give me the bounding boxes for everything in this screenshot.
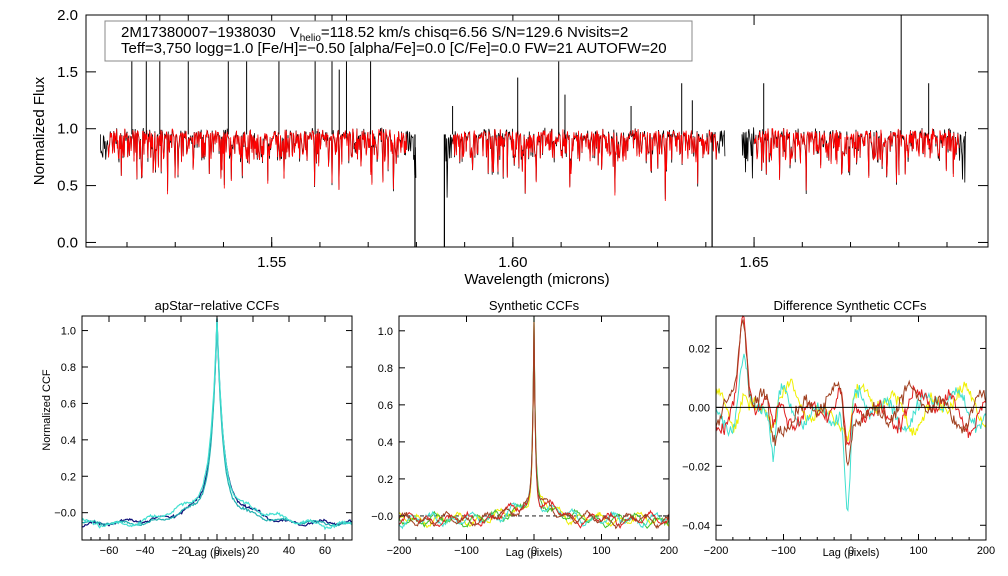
x-tick-label: 40 [283, 545, 295, 557]
x-tick-label: 200 [660, 545, 678, 557]
x-tick-label: −40 [136, 545, 155, 557]
y-tick-label: 0.02 [689, 343, 710, 355]
synthetic-ccf-plot-area [398, 315, 670, 530]
info-box: 2M17380007−1938030 Vhelio=118.52 km/s chi… [104, 20, 693, 62]
apstar-ccf-axes-frame [81, 315, 353, 541]
x-tick-label: −200 [387, 545, 412, 557]
y-tick-label: 0.5 [57, 178, 78, 195]
difference-ccf-series-4 [715, 319, 987, 467]
x-tick-label: 1.60 [498, 254, 527, 271]
x-tick-label: −200 [704, 545, 729, 557]
y-tick-label: 0.8 [378, 363, 393, 375]
apstar-ccf-y-axis-label: Normalized CCF [41, 369, 53, 451]
info-box-line1: 2M17380007−1938030 Vhelio=118.52 km/s chi… [121, 24, 628, 44]
y-tick-label: 2.0 [57, 7, 78, 24]
apstar-ccf-ticks: −60 −40 −20 0 20 40 60 −0.0 0.2 0.4 0.6 0.8 1.0 [54, 316, 353, 557]
difference-ccf-ticks: −200 −100 0 100 200 −0.04 −0.02 0.00 0.02 [682, 316, 995, 557]
x-tick-label: −100 [454, 545, 479, 557]
y-tick-label: 1.0 [57, 121, 78, 138]
difference-ccf-x-axis-label: Lag (pixels) [823, 547, 880, 559]
vhelio-prefix: V [290, 24, 300, 41]
y-tick-label: 0.2 [378, 474, 393, 486]
vhelio-rest: =118.52 km/s chisq=6.56 S/N=129.6 Nvisit… [321, 24, 628, 41]
difference-ccf-series-2 [715, 353, 987, 513]
x-tick-label: 60 [319, 545, 331, 557]
info-box-line2: Teff=3,750 logg=1.0 [Fe/H]=−0.50 [alpha/… [121, 40, 667, 57]
spectrum-x-axis-label: Wavelength (microns) [464, 271, 609, 288]
y-tick-label: 1.0 [61, 326, 76, 338]
apstar-ccf-title: apStar−relative CCFs [155, 298, 280, 313]
y-tick-label: −0.0 [371, 511, 393, 523]
x-tick-label: 0 [531, 545, 537, 557]
apstar-ccf-plot-area [81, 317, 353, 531]
y-tick-label: 0.2 [61, 471, 76, 483]
x-tick-label: 200 [977, 545, 995, 557]
x-tick-label: 1.65 [739, 254, 768, 271]
synthetic-ccf-ticks: −200 −100 0 100 200 −0.0 0.2 0.4 0.6 0.8 1.0 [371, 316, 678, 557]
x-tick-label: 1.55 [257, 254, 286, 271]
vhelio-subscript: helio [300, 33, 322, 44]
apstar-ccf-panel: apStar−relative CCFs −60 −40 −20 0 20 40 60 −0.… [41, 298, 353, 559]
y-tick-label: 0.4 [378, 437, 393, 449]
difference-ccf-panel: Difference Synthetic CCFs −200 −100 0 100 20… [682, 298, 995, 559]
y-tick-label: −0.04 [682, 520, 710, 532]
x-tick-label: 0 [214, 545, 220, 557]
model-spectrum-chip-1 [107, 128, 408, 195]
y-tick-label: 0.00 [689, 402, 710, 414]
synthetic-ccf-series-5 [398, 319, 670, 530]
model-spectrum-chip-2 [452, 128, 718, 202]
x-tick-label: −60 [100, 545, 119, 557]
apstar-ccf-series-1 [81, 318, 353, 528]
difference-ccf-series-3 [715, 315, 987, 447]
x-tick-label: −100 [771, 545, 796, 557]
y-tick-label: 0.0 [57, 234, 78, 251]
difference-ccf-title: Difference Synthetic CCFs [774, 298, 927, 313]
x-tick-label: 20 [247, 545, 259, 557]
star-id: 2M17380007−1938030 [121, 24, 276, 41]
y-tick-label: 0.6 [378, 400, 393, 412]
model-spectrum-chip-3 [753, 128, 960, 191]
synthetic-ccf-title: Synthetic CCFs [489, 298, 580, 313]
spectrum-ticks: 1.55 1.60 1.65 0.0 0.5 1.0 1.5 2.0 [57, 7, 988, 271]
y-tick-label: 1.0 [378, 326, 393, 338]
spectrum-panel: 1.55 1.60 1.65 0.0 0.5 1.0 1.5 2.0 Wavelength (… [31, 7, 989, 288]
apstar-ccf-series-3 [81, 317, 353, 531]
y-tick-label: 0.4 [61, 435, 76, 447]
x-tick-label: 100 [909, 545, 927, 557]
y-tick-label: 1.5 [57, 64, 78, 81]
synthetic-ccf-panel: Synthetic CCFs −200 −100 0 100 200 −0.0 0.2 0.4… [371, 298, 678, 559]
y-tick-label: −0.02 [682, 461, 710, 473]
y-tick-label: −0.0 [54, 508, 76, 520]
apstar-ccf-x-axis-label: Lag (pixels) [189, 547, 246, 559]
x-tick-label: 0 [848, 545, 854, 557]
spectrum-y-axis-label: Normalized Flux [31, 76, 48, 185]
synthetic-ccf-x-axis-label: Lag (pixels) [506, 547, 563, 559]
x-tick-label: −20 [172, 545, 191, 557]
spectrum-axes-frame [85, 14, 989, 248]
x-tick-label: 100 [592, 545, 610, 557]
difference-ccf-plot-area [715, 315, 987, 513]
y-tick-label: 0.6 [61, 398, 76, 410]
y-tick-label: 0.8 [61, 362, 76, 374]
info-box-frame [104, 20, 693, 62]
apstar-ccf-series-2 [82, 318, 353, 527]
